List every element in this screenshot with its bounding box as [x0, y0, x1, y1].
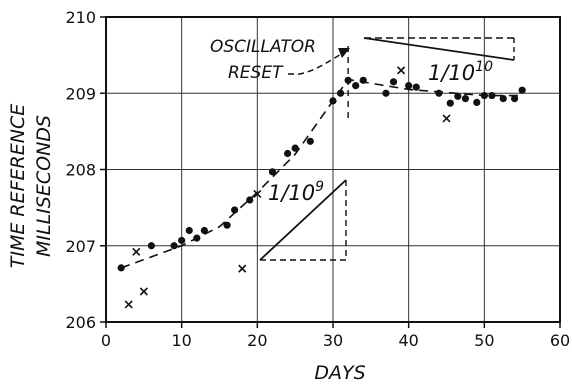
data-point-x-stroke	[124, 300, 133, 309]
data-point-x-stroke	[253, 189, 262, 198]
data-point-dot	[510, 94, 519, 103]
data-point-dot	[473, 98, 481, 106]
data-point-dot	[488, 91, 496, 100]
x-tick-label: 50	[474, 331, 494, 350]
data-point-dot	[284, 149, 292, 158]
x-axis-label: DAYS	[314, 362, 365, 384]
data-point-dot	[185, 226, 193, 235]
data-point-x-stroke	[132, 247, 141, 256]
y-axis-label-line1: TIME REFERENCE	[7, 104, 29, 268]
slope-triangle-1e10-hyp	[363, 37, 515, 61]
y-tick-label: 209	[65, 84, 96, 103]
data-point-dot	[412, 83, 420, 91]
y-tick-label: 207	[65, 237, 96, 256]
data-point-dot	[435, 89, 443, 97]
data-point-x	[238, 264, 247, 273]
data-point-x	[253, 189, 262, 198]
tick-labels: 0 10 20 30 40 50 60 206 207 208 209 210	[65, 8, 570, 350]
data-point-dot	[231, 206, 239, 214]
slope-triangle-1e9-hyp	[259, 179, 347, 261]
oscillator-reset-label-line1: OSCILLATOR	[210, 37, 316, 57]
data-point-dot	[352, 82, 360, 90]
data-point-dot	[246, 196, 254, 204]
slope-label-1e9: 1/109	[268, 179, 324, 205]
y-axis-label-line2: MILLISECONDS	[33, 115, 55, 257]
x-tick-label: 20	[247, 331, 267, 350]
data-point-dot	[446, 99, 454, 107]
data-point-x-stroke	[397, 66, 406, 75]
x-tick-label: 30	[323, 331, 343, 350]
x-tick-label: 0	[101, 331, 111, 350]
data-point-dot	[200, 226, 208, 235]
data-point-dot	[499, 94, 507, 103]
slope-label-1e10: 1/1010	[428, 59, 493, 85]
data-point-x	[132, 247, 141, 256]
x-tick-label: 10	[171, 331, 191, 350]
data-point-x	[442, 114, 451, 123]
data-point-dot	[291, 144, 299, 152]
data-point-dot	[170, 242, 178, 250]
data-point-x-stroke	[139, 287, 148, 296]
data-point-dot	[178, 236, 186, 245]
data-point-dot	[389, 78, 398, 86]
oscillator-reset-label-line2: RESET	[228, 63, 284, 83]
data-point-dot	[344, 76, 352, 84]
data-point-dot	[382, 89, 390, 97]
data-point-x	[139, 287, 148, 296]
trend-line-path	[120, 78, 523, 269]
data-point-dot	[454, 92, 462, 100]
x-tick-label: 60	[550, 331, 570, 350]
annotations: OSCILLATOR RESET 1/109 1/1010	[210, 37, 515, 261]
x-tick-label: 40	[398, 331, 418, 350]
data-point-x-stroke	[442, 114, 451, 123]
axis-labels: DAYS TIME REFERENCE MILLISECONDS	[7, 104, 366, 384]
y-tick-label: 208	[65, 161, 96, 180]
data-point-x	[124, 300, 133, 309]
data-points	[117, 66, 526, 309]
data-point-x	[397, 66, 406, 75]
data-point-dot	[336, 89, 345, 97]
data-point-x-stroke	[238, 264, 247, 273]
y-tick-label: 210	[65, 8, 96, 27]
data-point-dot	[461, 94, 470, 103]
data-point-dot	[405, 82, 413, 90]
reset-arrow-line	[288, 51, 346, 75]
data-point-dot	[223, 221, 231, 229]
data-point-dot	[306, 137, 314, 145]
axes	[100, 16, 561, 328]
y-tick-label: 206	[65, 313, 96, 332]
data-point-dot	[518, 86, 526, 94]
data-point-dot	[193, 234, 201, 242]
data-point-dot	[359, 76, 367, 84]
data-point-dot	[117, 264, 125, 272]
data-point-dot	[480, 91, 488, 100]
data-point-dot	[147, 242, 155, 250]
reset-arrow-head	[338, 48, 350, 58]
data-point-dot	[268, 168, 277, 176]
data-point-dot	[329, 97, 337, 105]
